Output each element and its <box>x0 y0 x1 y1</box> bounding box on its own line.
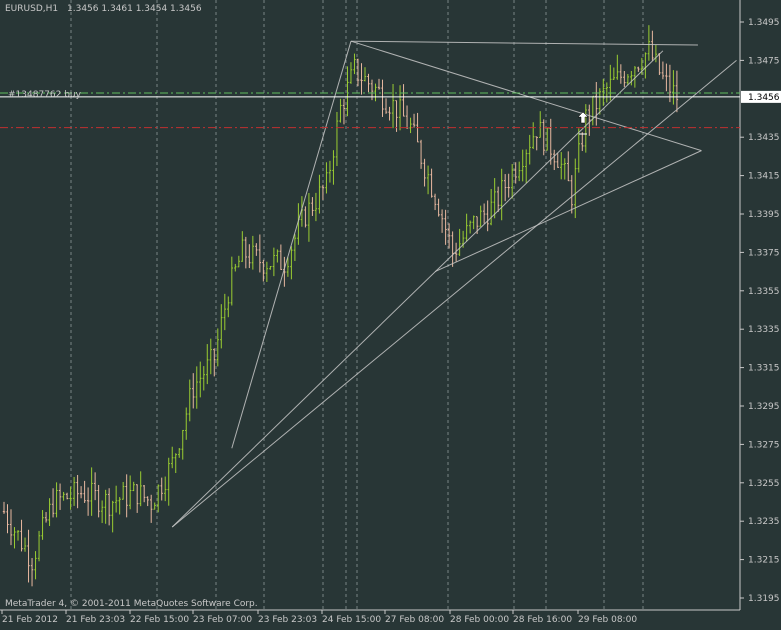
price-tick-label: 1.3415 <box>748 172 780 182</box>
trendline <box>350 40 702 152</box>
symbol-timeframe: EURUSD,H1 <box>5 4 59 14</box>
price-tick-label: 1.3395 <box>748 210 780 220</box>
current-price-box <box>741 90 781 103</box>
ohlc-values: 1.3456 1.3461 1.3454 1.3456 <box>67 4 202 14</box>
time-tick-label: 21 Feb 2012 <box>2 615 58 625</box>
trendline <box>350 40 698 46</box>
price-tick-label: 1.3195 <box>748 594 780 604</box>
price-tick-label: 1.3495 <box>748 18 780 28</box>
price-tick-label: 1.3275 <box>748 440 780 450</box>
price-tick-label: 1.3475 <box>748 56 780 66</box>
current-price-label: 1.3456 <box>748 93 780 103</box>
price-tick-label: 1.3355 <box>748 287 780 297</box>
time-tick-label: 22 Feb 15:00 <box>130 615 189 625</box>
trendline <box>434 150 702 273</box>
trendline <box>171 60 737 528</box>
time-tick-label: 27 Feb 08:00 <box>385 615 444 625</box>
order-label[interactable]: #13487762 buy <box>8 90 81 100</box>
time-tick-label: 23 Feb 23:03 <box>258 615 317 625</box>
copyright-text: MetaTrader 4, © 2001-2011 MetaQuotes Sof… <box>5 599 258 609</box>
price-tick-label: 1.3255 <box>748 479 780 489</box>
candles-group <box>2 25 679 587</box>
time-tick-label: 29 Feb 08:00 <box>578 615 637 625</box>
time-tick-label: 21 Feb 23:03 <box>66 615 125 625</box>
time-tick-label: 28 Feb 16:00 <box>513 615 572 625</box>
trendline <box>171 50 664 528</box>
price-tick-label: 1.3315 <box>748 364 780 374</box>
price-tick-label: 1.3215 <box>748 556 780 566</box>
price-tick-label: 1.3235 <box>748 517 780 527</box>
price-tick-label: 1.3295 <box>748 402 780 412</box>
trendline <box>231 41 352 449</box>
trade-arrow-icon <box>577 111 589 124</box>
time-tick-label: 24 Feb 15:00 <box>322 615 381 625</box>
time-tick-label: 23 Feb 07:00 <box>193 615 252 625</box>
price-tick-label: 1.3375 <box>748 248 780 258</box>
price-tick-label: 1.3335 <box>748 325 780 335</box>
price-tick-label: 1.3435 <box>748 133 780 143</box>
time-tick-label: 28 Feb 00:00 <box>450 615 509 625</box>
